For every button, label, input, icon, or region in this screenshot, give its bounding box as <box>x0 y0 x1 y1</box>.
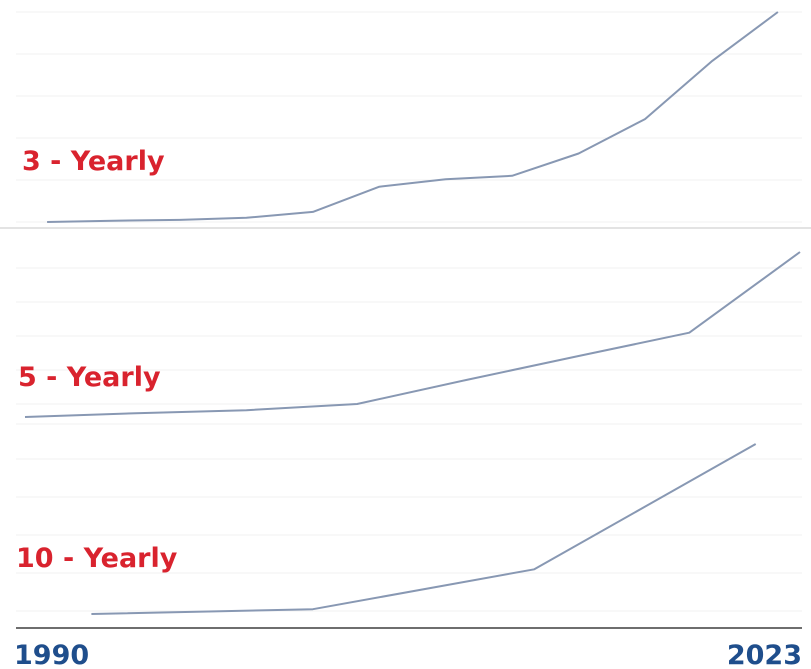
x-axis-start-label: 1990 <box>14 640 89 669</box>
series-lines <box>24 11 801 615</box>
series-line-5-yearly <box>24 251 801 418</box>
series-line-10-yearly <box>91 443 757 615</box>
panel-label-3-yearly: 3 - Yearly <box>22 146 165 177</box>
series-line-3-yearly <box>47 11 779 223</box>
gridlines <box>0 11 811 612</box>
panel-label-10-yearly: 10 - Yearly <box>16 543 178 574</box>
panel-label-5-yearly: 5 - Yearly <box>18 362 161 393</box>
x-axis-end-label: 2023 <box>727 640 802 669</box>
